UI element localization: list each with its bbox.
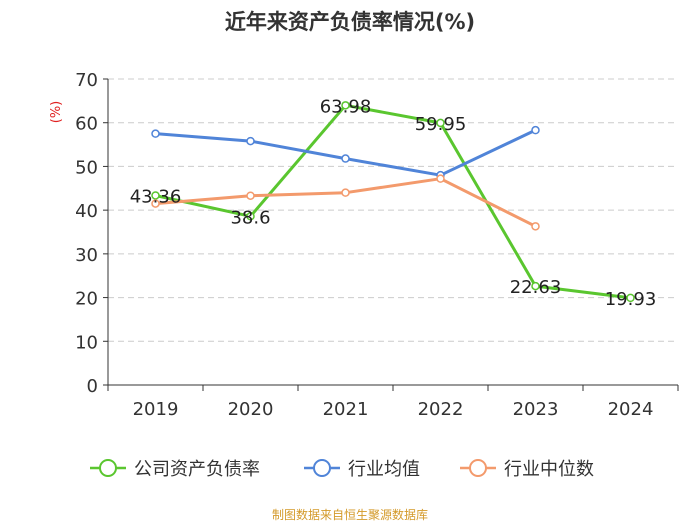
- data-label-0-0: 43.36: [130, 186, 182, 207]
- data-point-1-1: [246, 136, 255, 146]
- legend[interactable]: 公司资产负债率 行业均值 行业中位数: [90, 459, 594, 480]
- series-lines: [151, 101, 635, 303]
- grid-lines: [108, 78, 678, 342]
- data-label-0-3: 59.95: [415, 114, 467, 135]
- x-tick-label-2020: 2020: [228, 399, 274, 420]
- legend-item-0[interactable]: 公司资产负债率: [90, 459, 260, 480]
- data-point-1-2: [341, 154, 350, 163]
- x-tick-label-2022: 2022: [418, 399, 464, 420]
- axes: 0 10 20 30 40 50 60 70 2019 2020 2021 2022 2023 2024: [75, 70, 679, 420]
- data-labels: 43.36 38.6 63.98 59.95 22.63 19.93: [130, 96, 657, 310]
- chart-title: 近年来资产负债率情况(%): [224, 10, 476, 34]
- data-point-2-2: [341, 188, 350, 197]
- y-tick-label-50: 50: [75, 157, 98, 178]
- source-footer: 制图数据来自恒生聚源数据库: [271, 508, 428, 522]
- x-tick-label-2019: 2019: [133, 399, 179, 420]
- y-tick-label-20: 20: [75, 289, 98, 310]
- data-point-1-4: [531, 125, 540, 135]
- series-line-0: [155, 103, 631, 300]
- x-tick-label-2021: 2021: [323, 399, 369, 420]
- legend-marker-1: [313, 459, 331, 477]
- legend-label-2: 行业中位数: [504, 459, 594, 480]
- data-point-2-3: [436, 174, 445, 183]
- data-label-0-1: 38.6: [230, 207, 270, 228]
- y-tick-label-30: 30: [75, 245, 98, 266]
- y-tick-label-70: 70: [75, 70, 98, 91]
- x-tick-label-2024: 2024: [608, 399, 654, 420]
- y-tick-label-10: 10: [75, 332, 98, 353]
- data-point-2-4: [531, 222, 540, 231]
- y-tick-label-0: 0: [87, 376, 98, 397]
- data-label-0-4: 22.63: [510, 277, 562, 298]
- data-point-0-5: [626, 293, 635, 303]
- series-line-1: [155, 128, 537, 177]
- data-point-2-1: [246, 191, 255, 200]
- y-tick-label-60: 60: [75, 114, 98, 135]
- y-axis-label: (%): [49, 101, 64, 124]
- y-tick-label-40: 40: [75, 201, 98, 222]
- data-point-0-2: [341, 101, 350, 110]
- data-point-2-0: [151, 199, 160, 208]
- legend-marker-2: [469, 459, 487, 477]
- data-point-0-3: [436, 118, 445, 128]
- legend-item-2[interactable]: 行业中位数: [460, 459, 594, 480]
- data-point-0-1: [246, 212, 255, 221]
- data-label-0-2: 63.98: [320, 96, 372, 117]
- data-point-0-4: [531, 281, 540, 291]
- data-point-1-0: [151, 129, 160, 138]
- data-label-0-5: 19.93: [605, 289, 657, 310]
- legend-item-1[interactable]: 行业均值: [304, 459, 420, 480]
- legend-label-0: 公司资产负债率: [134, 459, 260, 480]
- data-point-0-0: [151, 191, 160, 200]
- legend-label-1: 行业均值: [348, 459, 420, 480]
- legend-marker-0: [99, 459, 117, 477]
- x-tick-label-2023: 2023: [513, 399, 559, 420]
